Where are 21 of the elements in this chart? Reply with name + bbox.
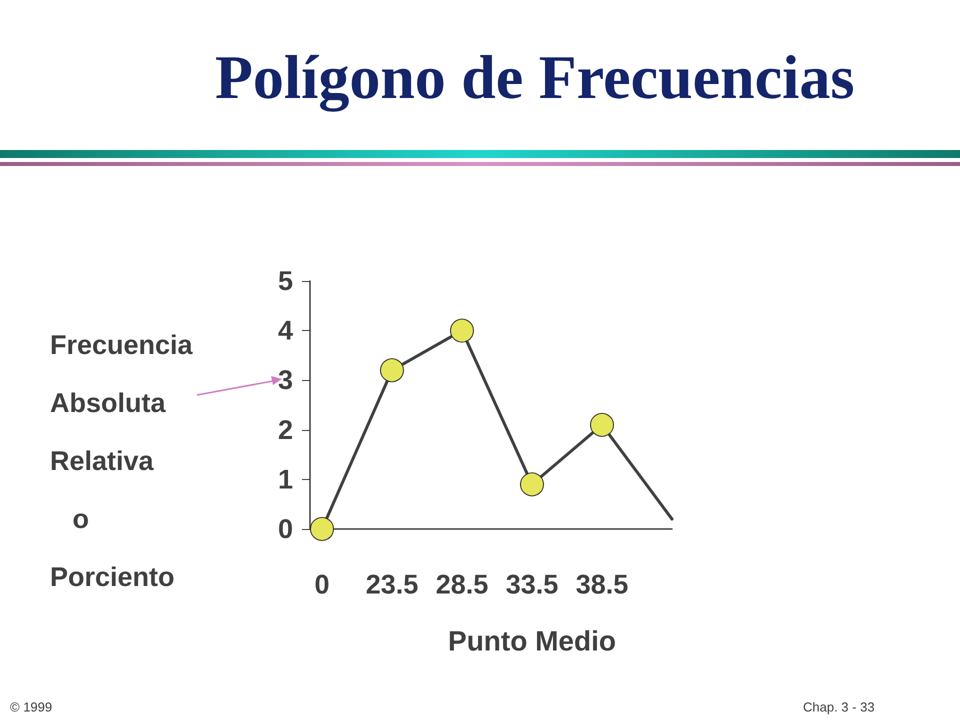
chart-title: Polígono de Frecuencias — [215, 44, 854, 112]
y-tick-label: 3 — [278, 365, 293, 396]
x-tick-label: 28.5 — [436, 570, 488, 600]
x-tick-label: 33.5 — [506, 570, 558, 600]
text: Chap. 3 - 33 — [803, 700, 875, 714]
point — [380, 358, 404, 382]
point — [450, 318, 474, 343]
x-tick-label: 38.5 — [576, 570, 628, 600]
y-tick-label: 4 — [278, 316, 293, 346]
y-tick-label: 0 — [278, 514, 293, 544]
text: © 1999 — [10, 700, 52, 714]
x-tick-label: 23.5 — [366, 570, 418, 600]
y-tick-label: 5 — [278, 266, 293, 296]
point — [590, 412, 614, 437]
y-tick-label: 2 — [278, 414, 293, 445]
x-axis-title: Punto Medio — [448, 626, 616, 656]
y-axis-title: Frecuencia Absoluta Relativa o Porciento — [50, 330, 194, 592]
x-tick-label: 0 — [314, 570, 330, 600]
y-tick-label: 1 — [278, 464, 293, 494]
point — [520, 472, 544, 496]
point — [310, 517, 334, 541]
